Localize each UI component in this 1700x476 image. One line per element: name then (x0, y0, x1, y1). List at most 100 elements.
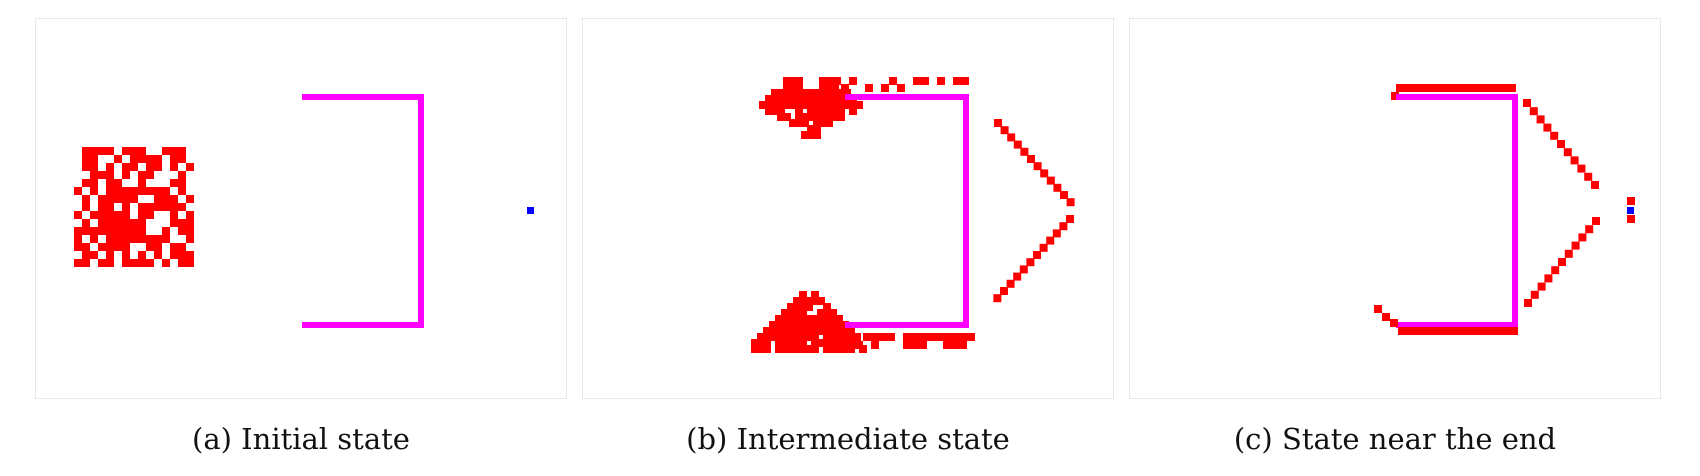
agent-cell (805, 297, 813, 305)
agent-cell (82, 243, 90, 251)
agent-cell (943, 341, 951, 349)
agent-cell (146, 259, 154, 267)
agent-cell (162, 187, 170, 195)
agent-cell (146, 243, 154, 251)
agent-cell (1412, 84, 1420, 92)
agent-cell (829, 327, 837, 335)
agent-cell (146, 155, 154, 163)
agent-cell (903, 333, 911, 341)
agent-cell (777, 107, 785, 115)
agent-cell (114, 243, 122, 251)
agent-cell (795, 77, 803, 85)
agent-cell (1492, 84, 1500, 92)
agent-cell (146, 235, 154, 243)
agent-cell (795, 83, 803, 91)
agent-cell (817, 321, 825, 329)
agent-cell (819, 95, 827, 103)
agent-cell (889, 77, 897, 85)
agent-cell (841, 327, 849, 335)
agent-cell (1537, 282, 1546, 291)
agent-cell (154, 235, 162, 243)
agent-cell (1006, 279, 1015, 288)
agent-cell (170, 163, 178, 171)
agent-cell (801, 113, 809, 121)
agent-cell (787, 309, 795, 317)
wall-top (302, 94, 424, 100)
agent-cell (90, 187, 98, 195)
agent-cell (799, 309, 807, 317)
agent-cell (771, 95, 779, 103)
agent-cell (823, 339, 831, 347)
agent-cell (807, 125, 815, 133)
agent-cell (1571, 241, 1580, 250)
agent-cell (122, 235, 130, 243)
agent-cell (831, 89, 839, 97)
agent-cell (863, 333, 871, 341)
agent-cell (781, 345, 789, 353)
agent-cell (146, 203, 154, 211)
agent-cell (787, 345, 795, 353)
agent-cell (1007, 133, 1016, 142)
agent-cell (825, 113, 833, 121)
agent-cell (130, 147, 138, 155)
agent-cell (186, 211, 194, 219)
agent-cell (122, 211, 130, 219)
agent-cell (170, 243, 178, 251)
panel-a-canvas (74, 94, 534, 328)
agent-cell (793, 309, 801, 317)
agent-cell (793, 315, 801, 323)
agent-cell (178, 243, 186, 251)
agent-cell (835, 333, 843, 341)
agent-cell (835, 321, 843, 329)
agent-cell (777, 113, 785, 121)
agent-cell (114, 155, 122, 163)
agent-cell (138, 235, 146, 243)
agent-cell (1013, 140, 1022, 149)
agent-cell (763, 333, 771, 341)
agent-cell (1420, 84, 1428, 92)
agent-cell (82, 203, 90, 211)
agent-cell (765, 95, 773, 103)
agent-cell (122, 259, 130, 267)
agent-cell (819, 107, 827, 115)
agent-cell (170, 155, 178, 163)
agent-cell (186, 251, 194, 259)
agent-cell (787, 321, 795, 329)
agent-cell (1502, 327, 1510, 335)
agent-cell (813, 119, 821, 127)
agent-cell (106, 163, 114, 171)
agent-cell (825, 83, 833, 91)
agent-cell (1052, 229, 1061, 238)
panel-intermediate-state (582, 18, 1114, 399)
agent-cell (1020, 147, 1029, 156)
agent-cell (1391, 92, 1399, 100)
agent-cell (130, 155, 138, 163)
agent-cell (813, 125, 821, 133)
agent-cell (793, 297, 801, 305)
target-marker (527, 207, 534, 214)
agent-cell (138, 227, 146, 235)
agent-cell (178, 179, 186, 187)
agent-cell (823, 309, 831, 317)
agent-cell (74, 259, 82, 267)
agent-cell (178, 251, 186, 259)
agent-cell (823, 321, 831, 329)
agent-cell (82, 155, 90, 163)
agent-cell (122, 147, 130, 155)
agent-cell (1470, 327, 1478, 335)
agent-cell (1446, 327, 1454, 335)
agent-cell (1033, 251, 1041, 259)
agent-cell (138, 179, 146, 187)
agent-cell (837, 113, 845, 121)
agent-cell (98, 243, 106, 251)
agent-cell (162, 235, 170, 243)
agent-cell (170, 251, 178, 259)
agent-cell (817, 315, 825, 323)
agent-cell (82, 259, 90, 267)
agent-cell (1013, 272, 1022, 281)
agent-cell (789, 119, 797, 127)
agent-cell (1558, 258, 1566, 266)
agent-cell (943, 333, 951, 341)
agent-cell (937, 77, 945, 85)
agent-cell (751, 339, 759, 347)
